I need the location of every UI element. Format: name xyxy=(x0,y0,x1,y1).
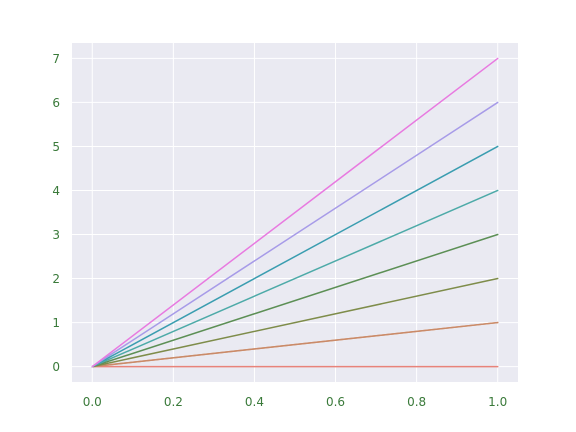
x-tick-label: 0.0 xyxy=(83,395,102,409)
x-tick-label: 0.6 xyxy=(326,395,345,409)
series-line-5 xyxy=(91,189,499,368)
y-tick-label: 0 xyxy=(52,360,60,374)
y-tick-label: 3 xyxy=(52,228,60,242)
y-tick-labels: 0 1 2 3 4 5 6 7 xyxy=(52,52,60,374)
y-tick-label: 2 xyxy=(52,272,60,286)
x-tick-label: 0.4 xyxy=(245,395,264,409)
x-tick-labels: 0.0 0.2 0.4 0.6 0.8 1.0 xyxy=(83,395,508,409)
y-tick-label: 1 xyxy=(52,316,60,330)
y-tick-label: 5 xyxy=(52,140,60,154)
series-line-6 xyxy=(91,145,499,368)
series-line-8 xyxy=(91,57,499,368)
y-tick-label: 6 xyxy=(52,96,60,110)
series-line-4 xyxy=(91,233,499,368)
series-lines xyxy=(91,57,499,368)
x-tick-label: 1.0 xyxy=(488,395,507,409)
series-line-2 xyxy=(91,321,499,368)
x-tick-label: 0.2 xyxy=(164,395,183,409)
series-line-7 xyxy=(91,101,499,368)
y-tick-label: 4 xyxy=(52,184,60,198)
y-tick-label: 7 xyxy=(52,52,60,66)
series-line-3 xyxy=(91,277,499,368)
x-tick-label: 0.8 xyxy=(407,395,426,409)
